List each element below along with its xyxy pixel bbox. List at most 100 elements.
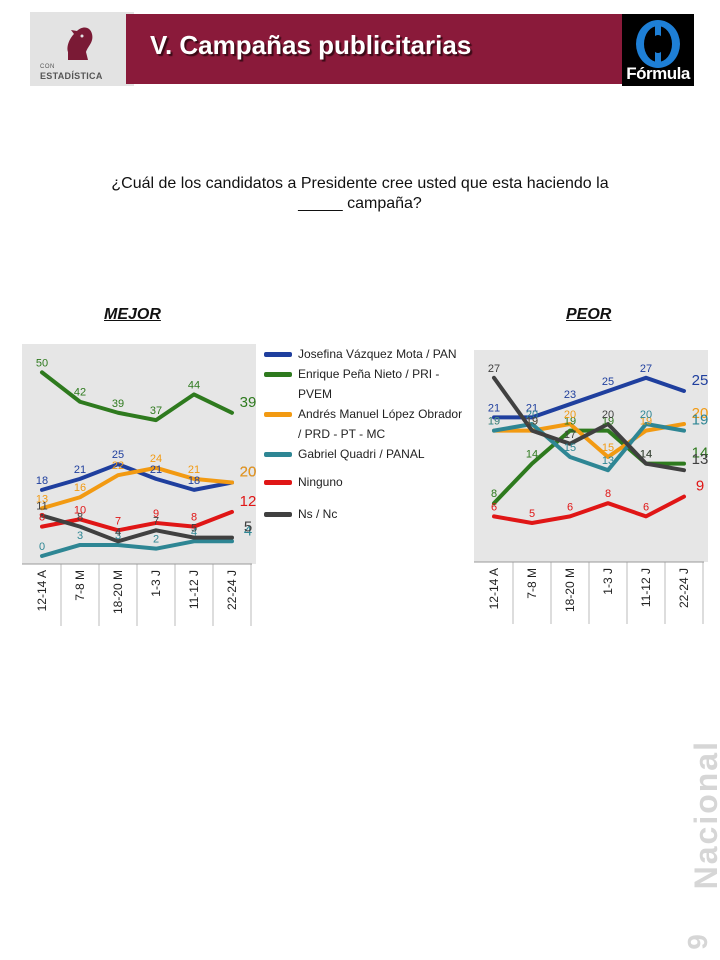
peor-x-tick-label: 7-8 M [525,568,539,599]
mejor-data-label: 8 [191,512,197,524]
mejor-data-label: 13 [36,493,48,505]
mejor-x-tick-label: 18-20 M [111,570,125,614]
mejor-data-label: 7 [153,515,159,527]
mejor-line-chart: 12-14 A 7-8 M 18-20 M 1-3 J 11-12 J 22-24 J 18… [22,357,709,626]
mejor-data-label: 11 [36,501,47,513]
mejor-series-line [40,513,234,544]
peor-data-label: 27 [488,363,500,375]
peor-series-line [492,494,686,525]
mejor-series-line [40,509,234,533]
mejor-data-label: 44 [188,379,200,391]
mejor-data-label: 3 [115,530,121,542]
peor-data-label: 14 [692,445,709,462]
legend-item-vazquez-mota: Josefina Vázquez Mota / PAN [262,344,468,364]
mejor-data-label: 25 [112,449,124,461]
side-label: Nacional [688,740,720,890]
mejor-data-label: 37 [150,405,162,417]
logo-name-text: ESTADÍSTICA [40,71,103,81]
peor-data-label: 14 [640,449,652,461]
peor-data-label: 25 [602,376,614,388]
peor-data-label: 8 [491,488,497,500]
mejor-title: MEJOR [104,306,161,323]
mejor-series-line [40,370,234,423]
mejor-data-label: 2 [153,534,159,546]
peor-data-label: 21 [526,402,538,414]
mejor-data-label: 16 [74,482,86,494]
legend-swatch [264,480,292,485]
mejor-data-label: 3 [77,530,83,542]
formula-emblem-icon [636,20,680,68]
peor-data-label: 6 [491,501,497,513]
mejor-data-label: 21 [74,464,86,476]
legend-item-ns-nc: Ns / Nc [262,504,468,524]
peor-data-label: 19 [602,416,614,428]
legend-swatch [264,452,292,457]
mejor-x-tick-label: 11-12 J [187,570,201,609]
peor-data-label: 19 [526,416,538,428]
peor-data-label: 20 [564,409,576,421]
peor-data-label: 25 [692,372,709,389]
legend-swatch [264,512,292,517]
legend-label: Gabriel Quadri / PANAL [298,447,425,461]
legend-label: Ns / Nc [298,507,338,521]
peor-x-tick-label: 18-20 M [563,568,577,612]
mejor-data-label: 39 [112,398,124,410]
mejor-data-label: 18 [36,475,48,487]
peor-x-tick-label: 1-3 J [601,568,615,595]
peor-series-line [492,375,686,420]
formula-brand-text: Fórmula [626,64,690,83]
peor-data-label: 19 [526,416,538,428]
peor-data-label: 23 [564,389,576,401]
peor-data-label: 19 [488,416,500,428]
legend-item-quadri: Gabriel Quadri / PANAL [262,444,468,464]
peor-data-label: 14 [526,449,538,461]
peor-data-label: 19 [488,416,500,428]
mejor-data-label: 42 [74,387,86,399]
peor-data-label: 19 [564,416,576,428]
mejor-x-tick-label: 22-24 J [225,570,239,610]
legend-item-ninguno: Ninguno [262,472,468,492]
mejor-x-tick-label: 12-14 A [35,570,49,611]
legend-swatch [264,352,292,357]
mejor-series-line [40,462,234,492]
legend-swatch [264,412,292,417]
peor-data-label: 13 [692,451,709,468]
mejor-x-tick-label: 7-8 M [73,570,87,601]
mejor-data-label: 39 [240,394,257,411]
peor-data-label: 20 [602,409,614,421]
mejor-data-label: 22 [112,460,124,472]
peor-data-label: 8 [605,488,611,500]
mejor-data-label: 21 [188,464,200,476]
mejor-data-label: 21 [150,464,162,476]
peor-data-label: 14 [640,449,652,461]
mejor-data-label: 7 [115,515,121,527]
legend-label: Enrique Peña Nieto / PRI - PVEM [298,367,440,401]
peor-data-label: 15 [564,442,576,454]
peor-data-label: 15 [602,442,614,454]
page-number: 9 [681,934,713,950]
mejor-data-label: 4 [191,526,197,538]
legend-swatch [264,372,292,377]
mejor-data-label: 8 [77,512,83,524]
page-title: V. Campañas publicitarias [150,30,472,60]
logo: CON ESTADÍSTICA [30,12,134,86]
peor-x-tick-label: 22-24 J [677,568,691,608]
peor-data-label: 6 [567,501,573,513]
survey-question: ¿Cuál de los candidatos a Presidente cre… [111,175,609,212]
formula-logo: Fórmula [622,14,694,86]
legend-item-lopez-obrador: Andrés Manuel López Obrador / PRD - PT -… [262,404,468,444]
peor-data-label: 20 [640,409,652,421]
mejor-data-label: 5 [191,523,197,535]
peor-x-tick-label: 11-12 J [639,568,653,607]
peor-title: PEOR [566,306,612,323]
legend-item-pena-nieto: Enrique Peña Nieto / PRI - PVEM [262,364,468,404]
mejor-data-label: 4 [244,522,252,539]
chart-legend: Josefina Vázquez Mota / PAN Enrique Peña… [262,344,468,524]
peor-data-label: 5 [529,508,535,520]
mejor-series-line [40,465,234,511]
mejor-data-label: 0 [39,541,45,553]
peor-series-line [492,422,686,459]
peor-data-label: 19 [640,416,652,428]
peor-data-label: 17 [564,429,576,441]
peor-data-label: 13 [602,455,614,467]
